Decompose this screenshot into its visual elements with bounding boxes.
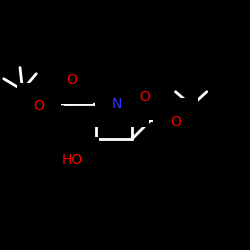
Text: O: O [170, 115, 181, 129]
Text: NH: NH [112, 97, 132, 111]
Text: O: O [139, 90, 150, 104]
Text: O: O [33, 99, 44, 113]
Text: O: O [66, 73, 77, 87]
Text: HO: HO [62, 154, 82, 168]
